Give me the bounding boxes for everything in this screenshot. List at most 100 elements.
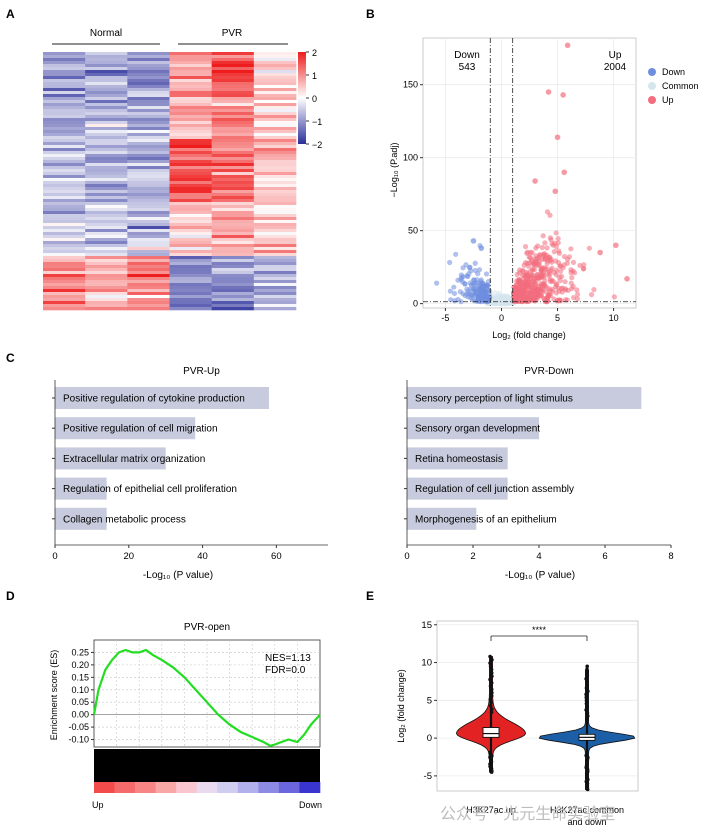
heatmap-cell: [43, 94, 86, 98]
heatmap-cell: [85, 79, 128, 83]
volcano-points: [434, 42, 630, 307]
x-tick-label: -5: [441, 313, 449, 323]
heatmap-cell: [43, 244, 86, 248]
point-up: [543, 284, 549, 290]
heatmap-cell: [169, 193, 212, 197]
heatmap-cell: [85, 298, 128, 302]
heatmap-cell: [127, 154, 170, 158]
heatmap-cell: [43, 139, 86, 143]
point-up: [526, 260, 533, 266]
heatmap-cell: [211, 304, 255, 308]
heatmap-cell: [85, 217, 128, 221]
heatmap-cell: [43, 175, 86, 179]
violin-outlier: [586, 689, 590, 694]
heatmap-cell: [253, 247, 297, 251]
heatmap-cell: [211, 103, 255, 107]
heatmap-cell: [169, 112, 212, 116]
heatmap-cell: [211, 88, 255, 92]
point-highlight: [560, 92, 566, 98]
heatmap-cell: [43, 241, 86, 245]
point-common: [491, 290, 498, 296]
heatmap-cell: [253, 73, 297, 77]
heatmap-cell: [85, 67, 128, 71]
y-tick-label: 100: [403, 153, 418, 163]
heatmap-cell: [169, 268, 212, 272]
violin-outlier: [585, 683, 590, 687]
heatmap-cell: [169, 82, 212, 86]
point-down: [460, 291, 466, 297]
heatmap-cell: [127, 70, 170, 74]
violin-outlier: [585, 787, 590, 792]
heatmap-cell: [127, 112, 170, 116]
point-up: [586, 245, 592, 251]
heatmap-cell: [127, 304, 170, 308]
heatmap-cell: [43, 154, 86, 158]
heatmap-cell: [211, 307, 255, 311]
heatmap-cell: [211, 154, 255, 158]
heatmap-cell: [43, 232, 86, 236]
colorbar-tick-label: 2: [312, 48, 317, 58]
point-up: [534, 271, 541, 278]
heatmap-cell: [127, 277, 170, 281]
point-up: [524, 249, 530, 255]
point-down: [472, 260, 478, 266]
heatmap-cell: [127, 229, 170, 233]
heatmap-cell: [43, 301, 86, 305]
point-up: [547, 271, 553, 277]
point-up: [571, 295, 577, 301]
heatmap-cell: [85, 91, 128, 95]
heatmap-cell: [43, 274, 86, 278]
point-up: [577, 262, 583, 269]
heatmap-cell: [169, 58, 212, 62]
heatmap-cell: [43, 127, 86, 131]
gsea-plot: -0.10 -0.05 0.00 0.05 0.10 0.15 0.20 0.25: [68, 640, 321, 747]
heatmap-cell: [127, 94, 170, 98]
point-down: [475, 271, 481, 277]
heatmap-cell: [127, 283, 170, 287]
heatmap-cell: [127, 169, 170, 173]
heatmap-cell: [211, 175, 255, 179]
violin-outlier: [585, 670, 589, 675]
heatmap-cell: [211, 163, 255, 167]
violin-outlier: [488, 654, 492, 659]
legend-common-marker: [648, 82, 656, 90]
gsea-y-tick-label: -0.05: [68, 722, 89, 732]
heatmap-cell: [169, 124, 212, 128]
violin-outlier: [489, 687, 494, 692]
point-up: [542, 256, 548, 262]
heatmap-cell: [169, 220, 212, 224]
heatmap-cell: [85, 100, 128, 104]
volcano-grid: [423, 38, 636, 308]
heatmap: [43, 52, 297, 311]
point-up: [556, 250, 563, 256]
heatmap-cell: [211, 229, 255, 233]
heatmap-cell: [127, 76, 170, 80]
heatmap-cell: [43, 91, 86, 95]
heatmap-cell: [85, 94, 128, 98]
point-up: [547, 276, 554, 283]
heatmap-cell: [253, 136, 297, 140]
point-up: [529, 250, 535, 256]
point-up: [539, 269, 545, 275]
heatmap-cell: [85, 112, 128, 116]
heatmap-cell: [169, 142, 212, 146]
heatmap-cell: [211, 127, 255, 131]
heatmap-cell: [127, 247, 170, 251]
heatmap-cell: [169, 205, 212, 209]
heatmap-cell: [43, 280, 86, 284]
heatmap-cell: [85, 124, 128, 128]
heatmap-cell: [253, 133, 297, 137]
go-bar: [55, 477, 107, 500]
heatmap-cell: [127, 157, 170, 161]
point-down: [476, 267, 483, 273]
heatmap-cell: [85, 187, 128, 191]
heatmap-cell: [127, 199, 170, 203]
go-x-tick-label: 60: [271, 551, 282, 562]
heatmap-cell: [211, 172, 255, 176]
rank-strip-segment: [237, 782, 259, 793]
heatmap-cell: [211, 208, 255, 212]
heatmap-cell: [43, 247, 86, 251]
heatmap-cell: [127, 220, 170, 224]
up-label: Up: [609, 50, 622, 61]
